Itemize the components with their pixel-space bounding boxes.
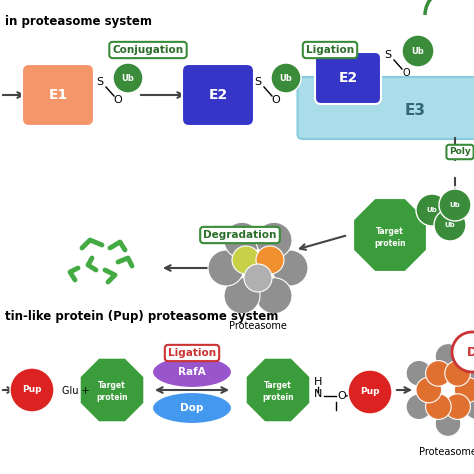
- Text: Conjugation: Conjugation: [112, 45, 183, 55]
- Circle shape: [406, 394, 432, 419]
- FancyBboxPatch shape: [182, 64, 254, 126]
- Circle shape: [465, 394, 474, 419]
- Text: Ub: Ub: [445, 222, 456, 228]
- Text: Dop: Dop: [180, 403, 204, 413]
- Text: E2: E2: [338, 71, 357, 85]
- Text: in proteasome system: in proteasome system: [5, 15, 152, 28]
- Text: O: O: [402, 68, 410, 78]
- Polygon shape: [80, 358, 145, 422]
- Circle shape: [426, 361, 451, 386]
- Text: Ub: Ub: [427, 207, 438, 213]
- FancyBboxPatch shape: [22, 64, 94, 126]
- Text: E2: E2: [209, 88, 228, 102]
- Text: protein: protein: [262, 392, 294, 401]
- FancyBboxPatch shape: [298, 77, 474, 139]
- Text: E1: E1: [48, 88, 68, 102]
- Text: Target: Target: [376, 227, 404, 236]
- Circle shape: [10, 368, 54, 412]
- Circle shape: [272, 250, 308, 286]
- Text: S: S: [255, 77, 262, 87]
- Text: S: S: [96, 77, 103, 87]
- Text: Ub: Ub: [411, 46, 424, 55]
- Polygon shape: [246, 358, 310, 422]
- Circle shape: [256, 278, 292, 314]
- Text: tin-like protein (Pup) proteasome system: tin-like protein (Pup) proteasome system: [5, 310, 278, 323]
- Text: O: O: [272, 95, 281, 105]
- Circle shape: [435, 344, 461, 369]
- Text: Ligation: Ligation: [168, 348, 216, 358]
- Circle shape: [224, 278, 260, 314]
- Circle shape: [435, 411, 461, 437]
- Text: O: O: [114, 95, 122, 105]
- Text: S: S: [384, 50, 392, 60]
- Circle shape: [465, 360, 474, 386]
- Text: E3: E3: [404, 102, 426, 118]
- Text: Ub: Ub: [122, 73, 134, 82]
- Ellipse shape: [152, 392, 232, 424]
- Text: Proteasome: Proteasome: [419, 447, 474, 457]
- Text: Glu +: Glu +: [62, 386, 90, 396]
- Text: H: H: [314, 377, 322, 387]
- Text: O: O: [337, 391, 346, 401]
- Text: Target: Target: [264, 381, 292, 390]
- Text: N: N: [314, 389, 322, 399]
- Circle shape: [402, 35, 434, 67]
- Text: RafA: RafA: [178, 367, 206, 377]
- Circle shape: [455, 377, 474, 403]
- Circle shape: [232, 246, 260, 274]
- Text: Pup: Pup: [22, 385, 42, 394]
- Circle shape: [113, 63, 143, 93]
- Circle shape: [445, 361, 470, 386]
- Text: Degradation: Degradation: [203, 230, 277, 240]
- Circle shape: [406, 360, 432, 386]
- Text: protein: protein: [374, 238, 406, 247]
- Ellipse shape: [152, 356, 232, 388]
- Circle shape: [416, 377, 442, 403]
- Circle shape: [244, 264, 272, 292]
- Circle shape: [256, 246, 284, 274]
- Text: Ligation: Ligation: [306, 45, 354, 55]
- Circle shape: [445, 394, 470, 419]
- Circle shape: [426, 394, 451, 419]
- Circle shape: [348, 370, 392, 414]
- Circle shape: [416, 194, 448, 226]
- Circle shape: [452, 332, 474, 372]
- Text: Ub: Ub: [280, 73, 292, 82]
- Circle shape: [434, 209, 466, 241]
- Text: D: D: [467, 346, 474, 358]
- Text: protein: protein: [96, 392, 128, 401]
- Circle shape: [208, 250, 244, 286]
- Text: Pup: Pup: [360, 388, 380, 396]
- Circle shape: [271, 63, 301, 93]
- Circle shape: [439, 189, 471, 221]
- Circle shape: [256, 222, 292, 258]
- Polygon shape: [353, 198, 427, 272]
- Text: Ub: Ub: [450, 202, 460, 208]
- Text: Target: Target: [98, 381, 126, 390]
- Circle shape: [224, 222, 260, 258]
- Text: Proteasome: Proteasome: [229, 321, 287, 331]
- FancyBboxPatch shape: [315, 52, 381, 104]
- Text: Poly: Poly: [449, 147, 471, 156]
